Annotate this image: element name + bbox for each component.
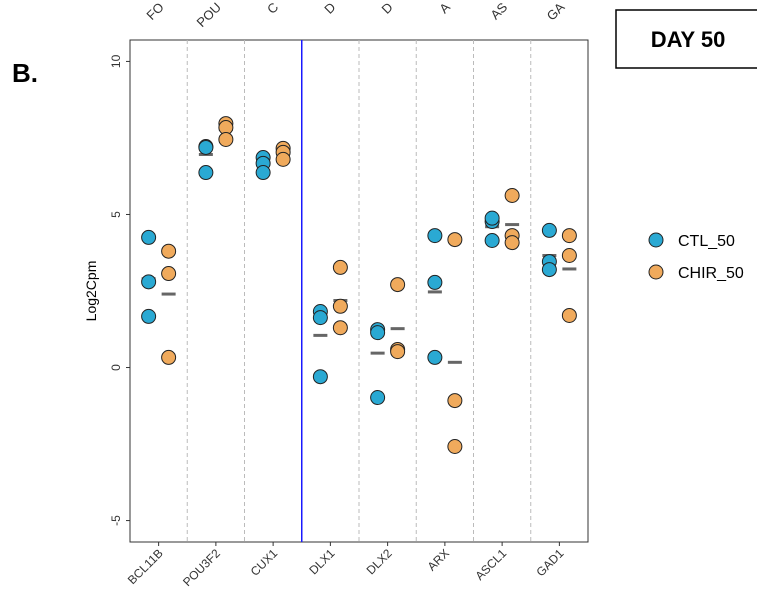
day-label: DAY 50 — [651, 27, 726, 52]
point — [161, 266, 177, 282]
cropped-label: FO — [143, 0, 166, 23]
day-box — [615, 9, 757, 69]
point — [427, 274, 443, 290]
point — [370, 390, 386, 406]
x-tick-label: ASCL1 — [472, 546, 509, 583]
cropped-label: D — [378, 0, 395, 17]
point — [561, 247, 577, 263]
point — [541, 262, 557, 278]
cropped-label: C — [264, 0, 281, 17]
point — [275, 151, 291, 167]
x-tick-label: DLX2 — [364, 546, 395, 577]
legend-label: CHIR_50 — [678, 265, 744, 282]
point — [447, 393, 463, 409]
point — [141, 274, 157, 290]
point — [141, 308, 157, 324]
point — [561, 307, 577, 323]
y-tick-label: 10 — [109, 54, 123, 68]
y-tick-label: -5 — [109, 515, 123, 526]
point — [161, 349, 177, 365]
point — [332, 320, 348, 336]
point — [370, 325, 386, 341]
legend-marker — [648, 232, 664, 248]
point — [541, 222, 557, 238]
point — [504, 187, 520, 203]
point — [332, 259, 348, 275]
legend-marker — [648, 264, 664, 280]
y-tick-label: 5 — [109, 211, 123, 218]
point — [198, 165, 214, 181]
point — [161, 243, 177, 259]
point — [141, 229, 157, 245]
point — [447, 232, 463, 248]
y-axis-label: Log2Cpm — [83, 261, 99, 322]
x-tick-label: DLX1 — [306, 546, 337, 577]
point — [561, 228, 577, 244]
legend-label: CTL_50 — [678, 233, 735, 250]
point — [390, 277, 406, 293]
point — [255, 165, 271, 181]
x-tick-label: GAD1 — [533, 546, 566, 579]
plot-frame — [129, 39, 589, 543]
point — [484, 210, 500, 226]
panel-label: B. — [12, 58, 38, 88]
x-tick-label: BCL11B — [125, 546, 166, 587]
point — [390, 344, 406, 360]
x-tick-label: CUX1 — [248, 546, 281, 579]
point — [447, 438, 463, 454]
point — [312, 369, 328, 385]
point — [427, 228, 443, 244]
cropped-label: AS — [487, 0, 510, 22]
point — [218, 131, 234, 147]
cropped-label: GA — [544, 0, 568, 23]
point — [332, 298, 348, 314]
y-tick-label: 0 — [109, 364, 123, 371]
point — [427, 349, 443, 365]
point — [504, 235, 520, 251]
x-tick-label: POU3F2 — [180, 546, 223, 589]
cropped-label: D — [321, 0, 338, 17]
x-tick-label: ARX — [425, 546, 452, 573]
cropped-label: POU — [193, 0, 224, 30]
point — [198, 139, 214, 155]
point — [484, 232, 500, 248]
point — [312, 310, 328, 326]
cropped-label: A — [436, 0, 453, 16]
